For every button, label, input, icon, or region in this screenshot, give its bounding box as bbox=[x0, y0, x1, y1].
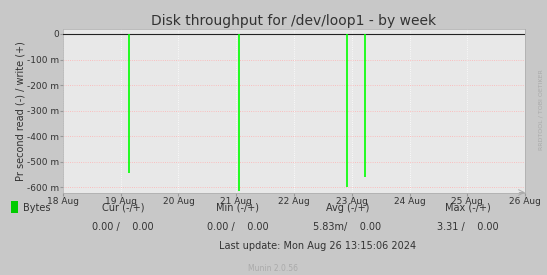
Text: Avg (-/+): Avg (-/+) bbox=[325, 203, 369, 213]
Text: Munin 2.0.56: Munin 2.0.56 bbox=[248, 264, 299, 273]
Text: Min (-/+): Min (-/+) bbox=[217, 203, 259, 213]
Text: 5.83m/    0.00: 5.83m/ 0.00 bbox=[313, 222, 381, 232]
Text: Bytes: Bytes bbox=[23, 203, 50, 213]
Title: Disk throughput for /dev/loop1 - by week: Disk throughput for /dev/loop1 - by week bbox=[152, 14, 437, 28]
Y-axis label: Pr second read (-) / write (+): Pr second read (-) / write (+) bbox=[15, 41, 25, 181]
Text: RRDTOOL / TOBI OETIKER: RRDTOOL / TOBI OETIKER bbox=[538, 70, 543, 150]
Text: Last update: Mon Aug 26 13:15:06 2024: Last update: Mon Aug 26 13:15:06 2024 bbox=[219, 241, 416, 251]
Text: Cur (-/+): Cur (-/+) bbox=[102, 203, 144, 213]
Text: Max (-/+): Max (-/+) bbox=[445, 203, 491, 213]
Text: 3.31 /    0.00: 3.31 / 0.00 bbox=[437, 222, 498, 232]
Text: 0.00 /    0.00: 0.00 / 0.00 bbox=[207, 222, 269, 232]
Text: 0.00 /    0.00: 0.00 / 0.00 bbox=[92, 222, 154, 232]
